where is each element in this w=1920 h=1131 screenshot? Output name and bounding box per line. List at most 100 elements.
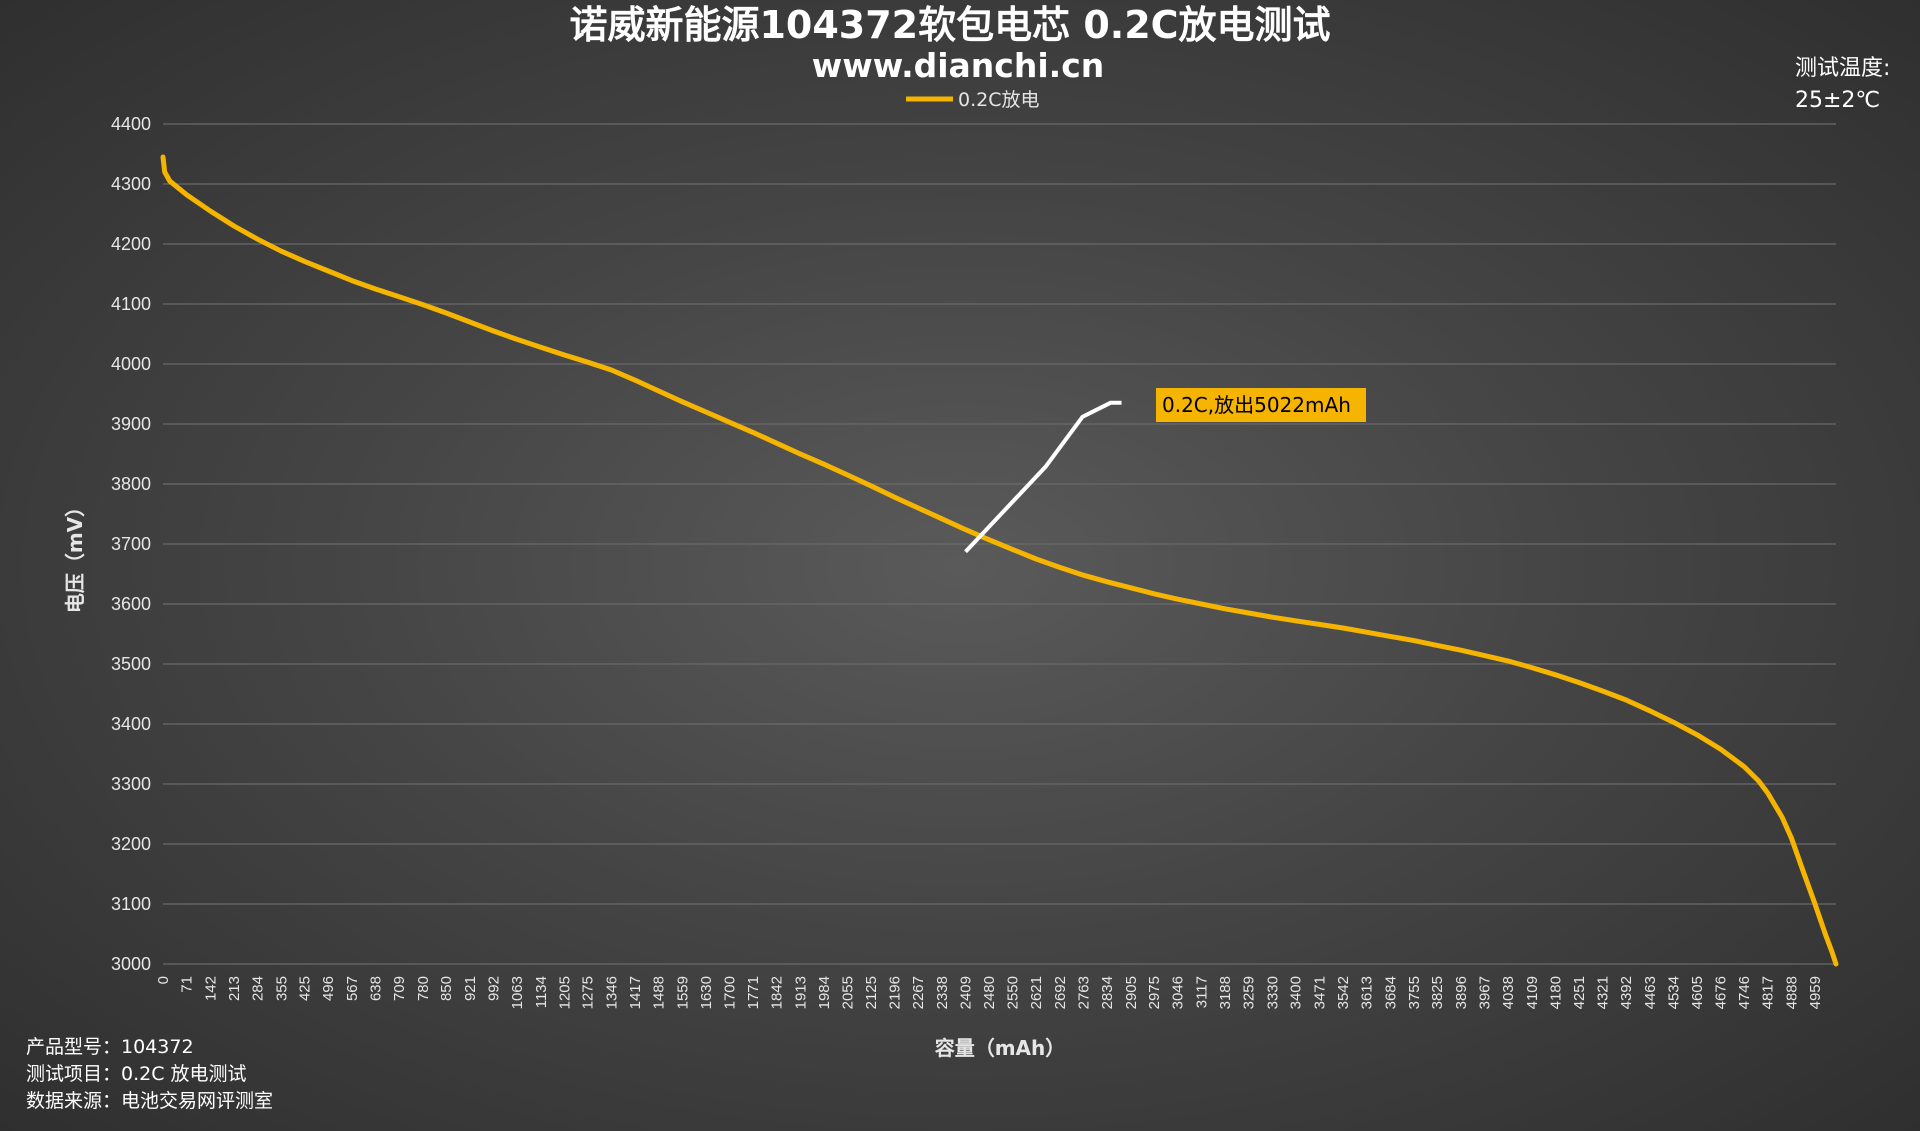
- legend-label: 0.2C放电: [958, 89, 1039, 111]
- x-tick-label: 2196: [887, 976, 904, 1009]
- x-tick-label: 4888: [1783, 976, 1800, 1009]
- chart-title: 诺威新能源104372软包电芯 0.2C放电测试: [569, 3, 1330, 47]
- info-source: 数据来源：电池交易网评测室: [26, 1090, 273, 1112]
- x-axis-title: 容量（mAh）: [935, 1036, 1066, 1060]
- x-tick-label: 1346: [603, 976, 620, 1009]
- x-tick-label: 2550: [1004, 976, 1021, 1009]
- y-axis-ticks: 3000 3100 3200 3300 3400 3500 3600 3700 3800 3900…: [111, 114, 151, 974]
- y-axis-title: 电压（mV）: [63, 497, 87, 613]
- x-tick-label: 2621: [1028, 976, 1045, 1009]
- x-tick-label: 4534: [1665, 976, 1682, 1009]
- chart-subtitle: www.dianchi.cn: [812, 46, 1105, 85]
- x-tick-label: 638: [368, 976, 385, 1001]
- x-tick-label: 3542: [1335, 976, 1352, 1009]
- x-tick-label: 3046: [1170, 976, 1187, 1009]
- y-tick-label: 4100: [111, 294, 151, 314]
- x-tick-label: 4959: [1807, 976, 1824, 1009]
- x-tick-label: 3117: [1193, 976, 1210, 1008]
- x-tick-label: 992: [485, 976, 502, 1001]
- x-tick-label: 1205: [556, 976, 573, 1009]
- info-test-item: 测试项目：0.2C 放电测试: [26, 1063, 247, 1085]
- info-model: 产品型号：104372: [26, 1036, 194, 1058]
- x-tick-label: 4392: [1618, 976, 1635, 1009]
- x-tick-label: 2480: [981, 976, 998, 1009]
- x-tick-label: 1488: [651, 976, 668, 1009]
- x-tick-label: 2267: [910, 976, 927, 1009]
- x-tick-label: 4676: [1713, 976, 1730, 1009]
- x-tick-label: 3471: [1311, 976, 1328, 1009]
- x-tick-label: 142: [202, 976, 219, 1001]
- x-tick-label: 1700: [721, 976, 738, 1009]
- x-tick-label: 4109: [1524, 976, 1541, 1009]
- x-tick-label: 2905: [1123, 976, 1140, 1009]
- x-tick-label: 921: [462, 976, 479, 1001]
- x-tick-label: 780: [415, 976, 432, 1001]
- x-tick-label: 4321: [1594, 976, 1611, 1009]
- temperature-label: 测试温度:: [1795, 56, 1890, 81]
- x-tick-label: 3684: [1382, 976, 1399, 1009]
- x-tick-label: 0: [155, 976, 172, 984]
- annotation-text: 0.2C,放出5022mAh: [1162, 393, 1351, 417]
- x-tick-label: 1063: [509, 976, 526, 1009]
- x-tick-label: 3825: [1429, 976, 1446, 1009]
- x-tick-label: 1559: [674, 976, 691, 1009]
- x-tick-label: 355: [273, 976, 290, 1001]
- y-tick-label: 3000: [111, 954, 151, 974]
- y-tick-label: 3500: [111, 654, 151, 674]
- x-tick-label: 1842: [769, 976, 786, 1009]
- x-tick-label: 284: [250, 976, 267, 1001]
- x-tick-label: 1134: [533, 976, 550, 1008]
- x-tick-label: 4038: [1500, 976, 1517, 1009]
- x-tick-label: 3259: [1241, 976, 1258, 1009]
- y-tick-label: 3300: [111, 774, 151, 794]
- x-tick-label: 4817: [1760, 976, 1777, 1009]
- x-tick-label: 3188: [1217, 976, 1234, 1009]
- x-tick-label: 2409: [958, 976, 975, 1009]
- x-tick-label: 3613: [1359, 976, 1376, 1009]
- x-tick-label: 2834: [1099, 976, 1116, 1009]
- x-tick-label: 850: [438, 976, 455, 1001]
- x-tick-label: 2763: [1075, 976, 1092, 1009]
- annotation-leader-line: [964, 400, 1122, 554]
- x-tick-label: 1275: [580, 976, 597, 1009]
- x-tick-label: 4605: [1689, 976, 1706, 1009]
- x-tick-label: 4746: [1736, 976, 1753, 1009]
- x-tick-label: 425: [297, 976, 314, 1001]
- x-tick-label: 4463: [1642, 976, 1659, 1009]
- y-tick-label: 3200: [111, 834, 151, 854]
- x-tick-label: 1630: [698, 976, 715, 1009]
- grid-lines: [163, 123, 1836, 965]
- legend: 0.2C放电: [906, 89, 1039, 111]
- x-tick-label: 4251: [1571, 976, 1588, 1009]
- x-tick-label: 496: [320, 976, 337, 1001]
- y-tick-label: 4300: [111, 174, 151, 194]
- annotation-box: [1156, 388, 1366, 422]
- x-tick-label: 2338: [934, 976, 951, 1009]
- annotation-callout: 0.2C,放出5022mAh: [964, 388, 1366, 554]
- x-tick-label: 213: [226, 976, 243, 1001]
- series-line-0.2c-discharge: [160, 154, 1839, 967]
- x-tick-label: 2975: [1146, 976, 1163, 1009]
- temperature-value: 25±2℃: [1795, 88, 1880, 113]
- x-tick-label: 3896: [1453, 976, 1470, 1009]
- x-tick-label: 567: [344, 976, 361, 1001]
- y-tick-label: 3700: [111, 534, 151, 554]
- x-tick-label: 1984: [816, 976, 833, 1009]
- y-tick-label: 4200: [111, 234, 151, 254]
- y-tick-label: 4400: [111, 114, 151, 134]
- x-tick-label: 3755: [1406, 976, 1423, 1009]
- x-tick-label: 71: [179, 976, 196, 993]
- x-tick-label: 1771: [745, 976, 762, 1009]
- y-tick-label: 3900: [111, 414, 151, 434]
- y-tick-label: 3600: [111, 594, 151, 614]
- x-tick-label: 709: [391, 976, 408, 1001]
- x-tick-label: 2125: [863, 976, 880, 1009]
- x-tick-label: 2055: [840, 976, 857, 1009]
- x-tick-label: 3330: [1264, 976, 1281, 1009]
- y-tick-label: 3800: [111, 474, 151, 494]
- y-tick-label: 3100: [111, 894, 151, 914]
- x-axis-ticks: 0 71 142 213 284 355 425 496 567 638 709 780 850 921 9…: [155, 976, 1824, 1009]
- x-tick-label: 3967: [1477, 976, 1494, 1009]
- x-tick-label: 1913: [792, 976, 809, 1009]
